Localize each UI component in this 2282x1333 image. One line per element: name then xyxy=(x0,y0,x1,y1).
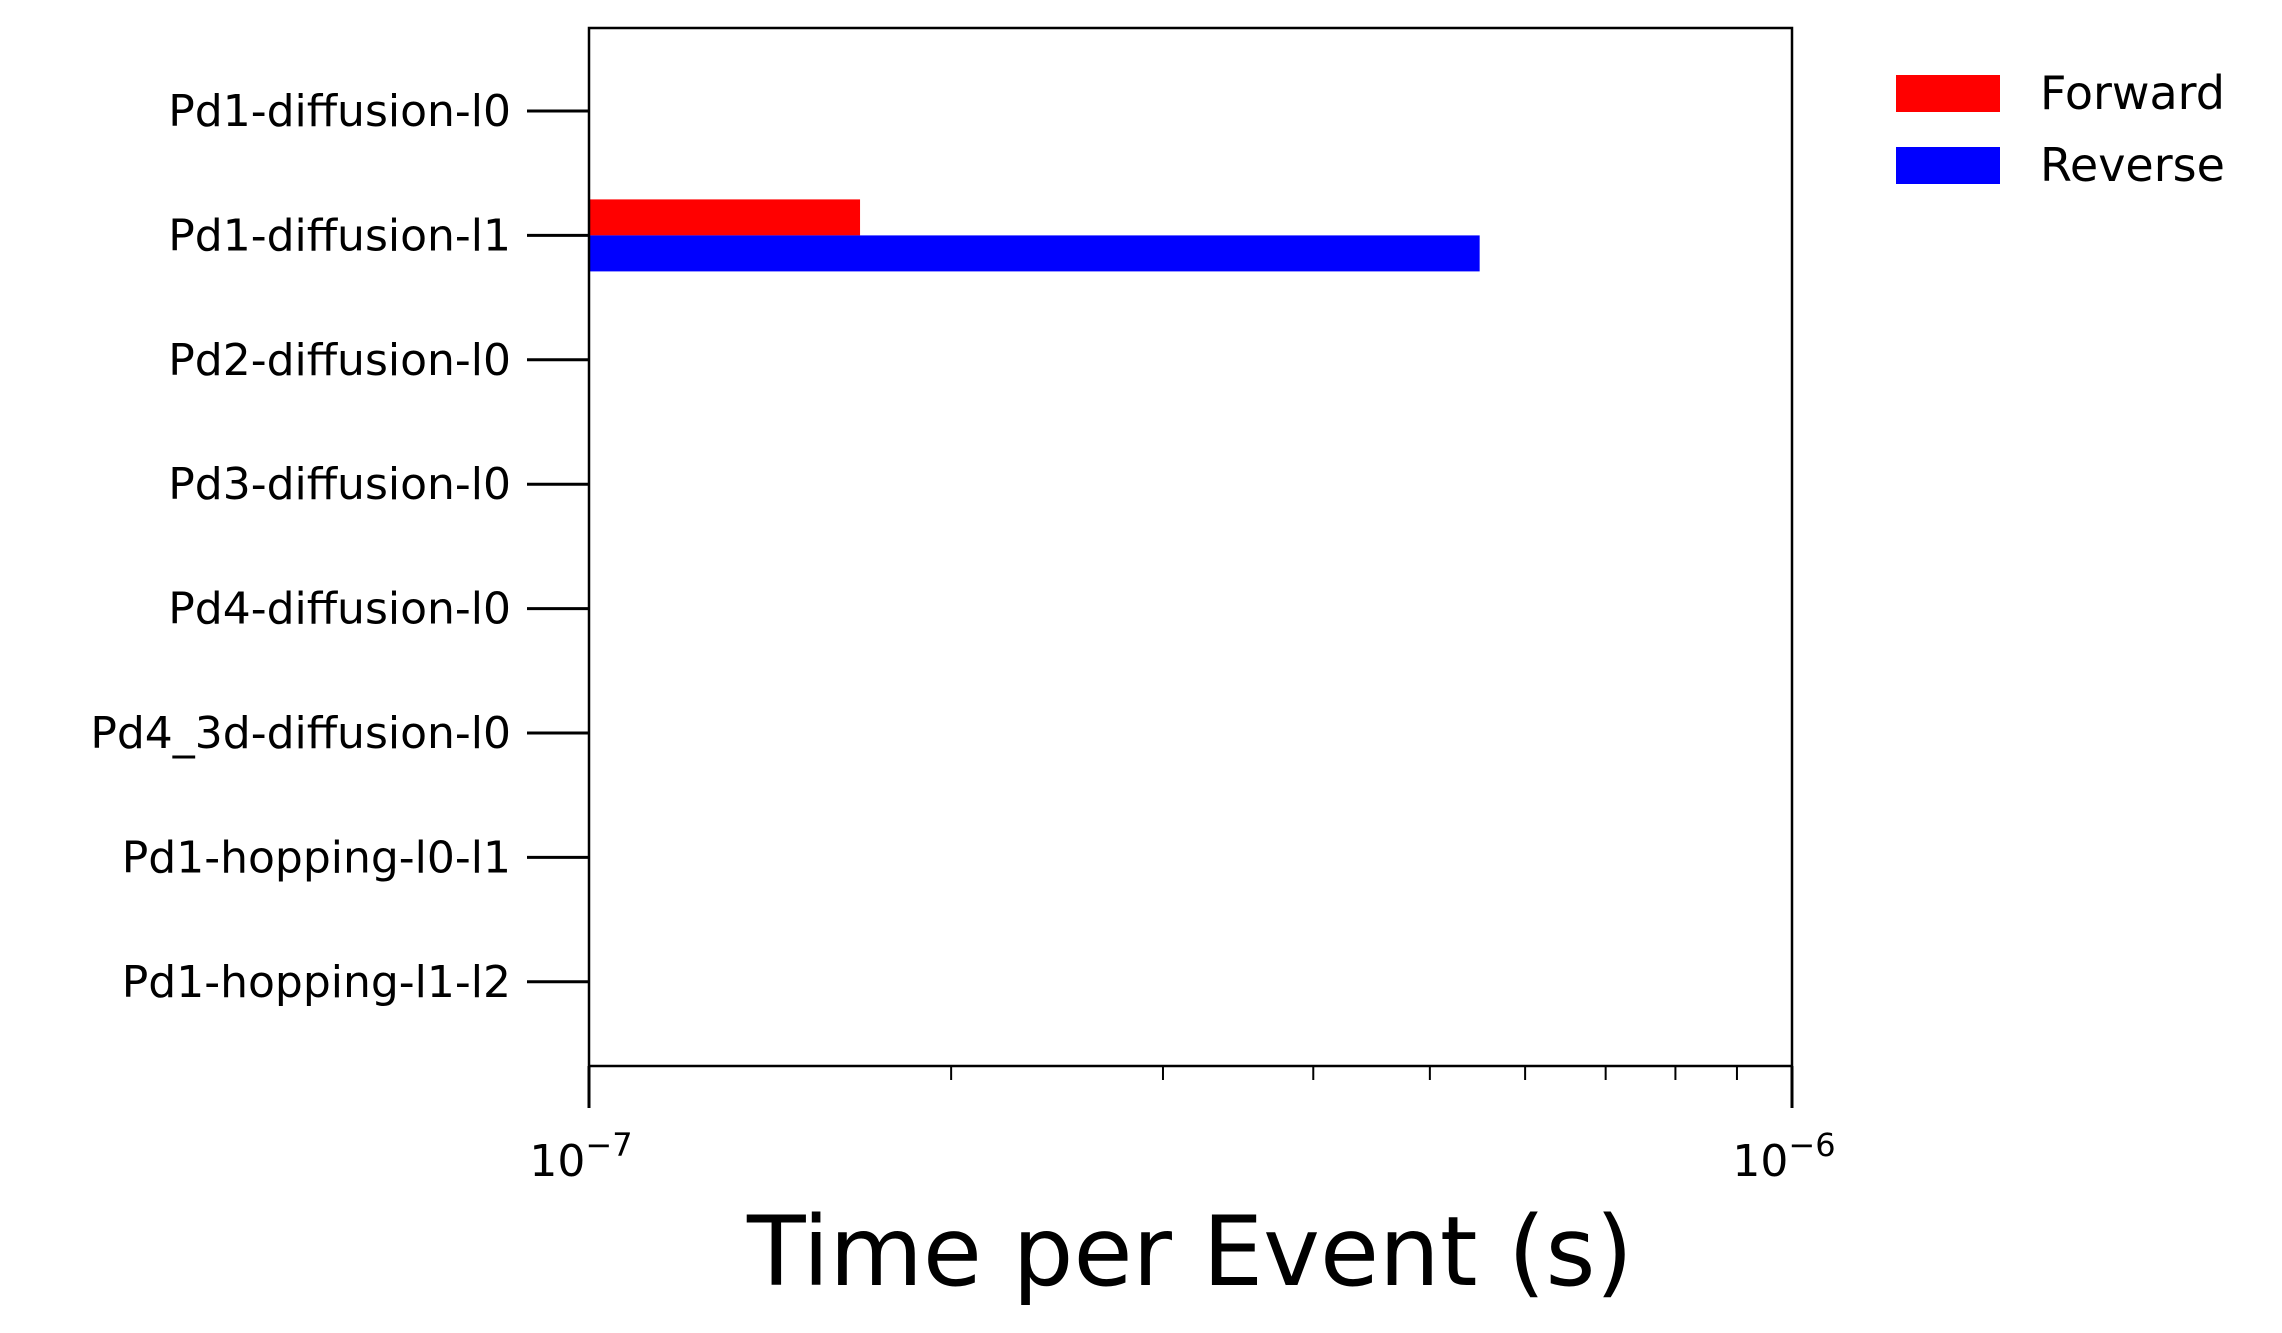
legend-swatch-forward xyxy=(1896,75,2000,112)
x-axis: 10−7 10−6 xyxy=(529,1066,1836,1187)
legend-label-reverse: Reverse xyxy=(2040,138,2225,192)
x-axis-label: Time per Event (s) xyxy=(746,1196,1633,1308)
y-tick-label: Pd1-hopping-l0-l1 xyxy=(122,832,511,883)
y-tick-label: Pd3-diffusion-l0 xyxy=(168,459,511,510)
y-tick-label: Pd1-hopping-l1-l2 xyxy=(122,957,511,1008)
x-tick-label: 10−7 xyxy=(529,1126,632,1187)
y-tick-label: Pd4-diffusion-l0 xyxy=(168,584,511,635)
y-tick-label: Pd2-diffusion-l0 xyxy=(168,335,511,386)
y-tick-label: Pd1-diffusion-l0 xyxy=(168,86,511,137)
x-tick-label: 10−6 xyxy=(1732,1126,1835,1187)
plot-background xyxy=(589,28,1792,1066)
plot-frame xyxy=(587,26,1794,1068)
bar-forward xyxy=(589,199,861,236)
legend-label-forward: Forward xyxy=(2040,66,2225,120)
legend-swatch-reverse xyxy=(1896,147,2000,184)
legend: Forward Reverse xyxy=(1896,66,2225,192)
x-tick-base: 10 xyxy=(529,1136,585,1187)
bar-reverse xyxy=(589,235,1480,272)
x-tick-exponent: −6 xyxy=(1788,1126,1835,1164)
bars-layer xyxy=(589,199,1480,272)
x-tick-exponent: −7 xyxy=(585,1126,632,1164)
y-tick-label: Pd4_3d-diffusion-l0 xyxy=(90,708,511,759)
x-tick-base: 10 xyxy=(1732,1136,1788,1187)
y-axis: Pd1-diffusion-l0 Pd1-diffusion-l1 Pd2-diff… xyxy=(90,86,589,1008)
y-tick-label: Pd1-diffusion-l1 xyxy=(168,210,511,261)
